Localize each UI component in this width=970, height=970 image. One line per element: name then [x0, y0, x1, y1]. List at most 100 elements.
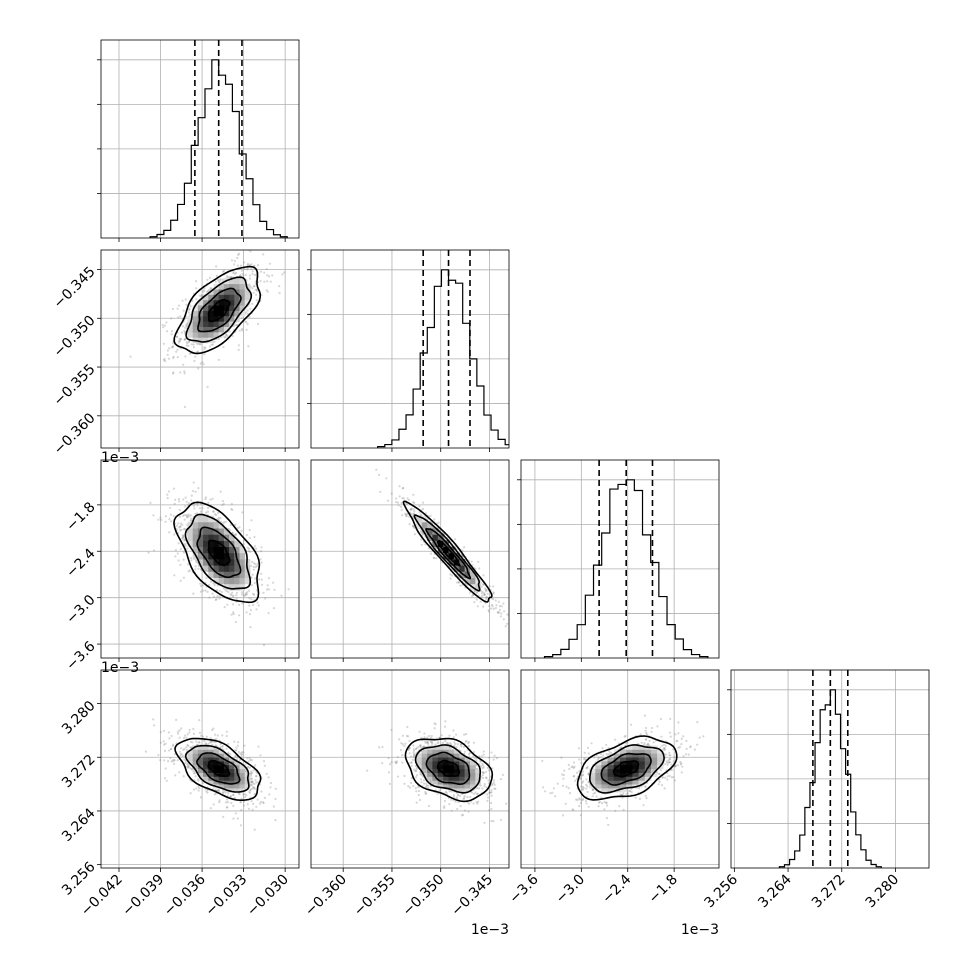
scatter-point: [177, 542, 180, 545]
scatter-point: [230, 259, 234, 262]
scatter-point: [394, 760, 397, 764]
scatter-point: [255, 775, 258, 778]
scatter-point: [163, 743, 166, 746]
density-cell: [213, 552, 220, 560]
scatter-point: [173, 759, 176, 762]
scatter-point: [205, 577, 208, 580]
scatter-point: [202, 589, 205, 592]
scatter-point: [480, 755, 483, 758]
density-cell: [187, 528, 194, 535]
density-cell: [203, 552, 209, 560]
scatter-point: [234, 272, 237, 275]
scatter-point: [429, 780, 432, 783]
scatter-point: [176, 552, 179, 555]
scatter-point: [483, 593, 486, 596]
grid: [101, 250, 299, 448]
scatter-point: [250, 598, 253, 601]
scatter-point: [245, 311, 248, 314]
density-cells: [416, 515, 482, 591]
density-cell: [244, 784, 251, 789]
scatter-point: [186, 733, 189, 736]
scatter-point: [472, 741, 476, 744]
scatter-point: [201, 507, 204, 510]
scatter-point: [176, 356, 179, 359]
scatter-point: [185, 324, 188, 327]
scatter-point: [239, 752, 242, 755]
scatter-point: [177, 522, 180, 525]
scatter-point: [259, 754, 262, 757]
scatter-point: [412, 748, 415, 751]
scatter-point: [176, 316, 180, 319]
scatter-point: [221, 500, 224, 503]
density-cell: [203, 528, 209, 535]
scatter-point: [405, 513, 408, 516]
scatter-point: [457, 793, 460, 796]
scatter-point: [234, 755, 237, 758]
density-cell: [203, 310, 209, 317]
scatter-point: [175, 718, 178, 722]
scatter-point: [178, 508, 181, 512]
panel-2-1: [310, 459, 510, 662]
scatter-point: [420, 778, 423, 781]
density-cell: [464, 571, 471, 578]
scatter-point: [248, 613, 252, 616]
scatter-point: [222, 502, 225, 505]
scatter-point: [234, 324, 237, 327]
scatter-point: [215, 737, 218, 741]
density-cell: [197, 305, 204, 311]
scatter-point: [181, 754, 184, 758]
density-cell: [453, 784, 460, 789]
density-cell: [213, 521, 220, 529]
scatter-point: [426, 741, 429, 744]
scatter-point: [218, 597, 221, 600]
scatter-point: [453, 741, 456, 744]
scatter-point: [408, 523, 411, 526]
scatter-point: [179, 371, 182, 374]
scatter-point: [187, 765, 190, 768]
scatter-point: [491, 767, 494, 770]
scatter-point: [390, 761, 393, 764]
scatter-point: [425, 785, 428, 789]
scatter-point: [246, 262, 250, 265]
density-cell: [443, 760, 449, 766]
scatter-point: [234, 620, 237, 624]
scatter-point: [214, 280, 217, 283]
y-tick-label: −1.8: [63, 499, 98, 534]
scatter-point: [461, 813, 465, 817]
density-cell: [437, 540, 444, 547]
scatter-point: [435, 557, 438, 560]
density-cell: [229, 757, 235, 762]
scatter-point: [211, 592, 214, 595]
scatter-point: [420, 736, 423, 739]
scatter-point: [251, 771, 254, 774]
scatter-point: [263, 796, 266, 800]
scatter-point: [194, 355, 197, 358]
scatter-point: [196, 350, 199, 353]
density-cell: [229, 772, 235, 777]
density-cell: [443, 749, 449, 754]
scatter-point: [195, 561, 198, 564]
scatter-point: [229, 795, 232, 798]
scatter-point: [197, 785, 200, 788]
scatter-point: [253, 782, 256, 786]
scatter-point: [417, 786, 420, 789]
scatter-point: [267, 776, 270, 779]
scatter-point: [168, 347, 171, 350]
grid: [521, 460, 719, 658]
density-cell: [213, 321, 220, 327]
scatter-point: [420, 538, 423, 541]
scatter-point: [242, 793, 245, 796]
density-cell: [203, 565, 209, 572]
scatter-point: [256, 264, 259, 267]
scatter-point: [495, 757, 498, 760]
scatter-point: [487, 779, 490, 782]
density-cell: [187, 326, 194, 333]
scatter-point: [248, 277, 252, 280]
scatter-point: [398, 485, 401, 488]
density-cell: [239, 764, 246, 770]
panel-frame: [100, 459, 300, 659]
scatter-point: [227, 792, 230, 795]
scatter-point: [184, 496, 187, 499]
scatter-point: [230, 801, 233, 805]
